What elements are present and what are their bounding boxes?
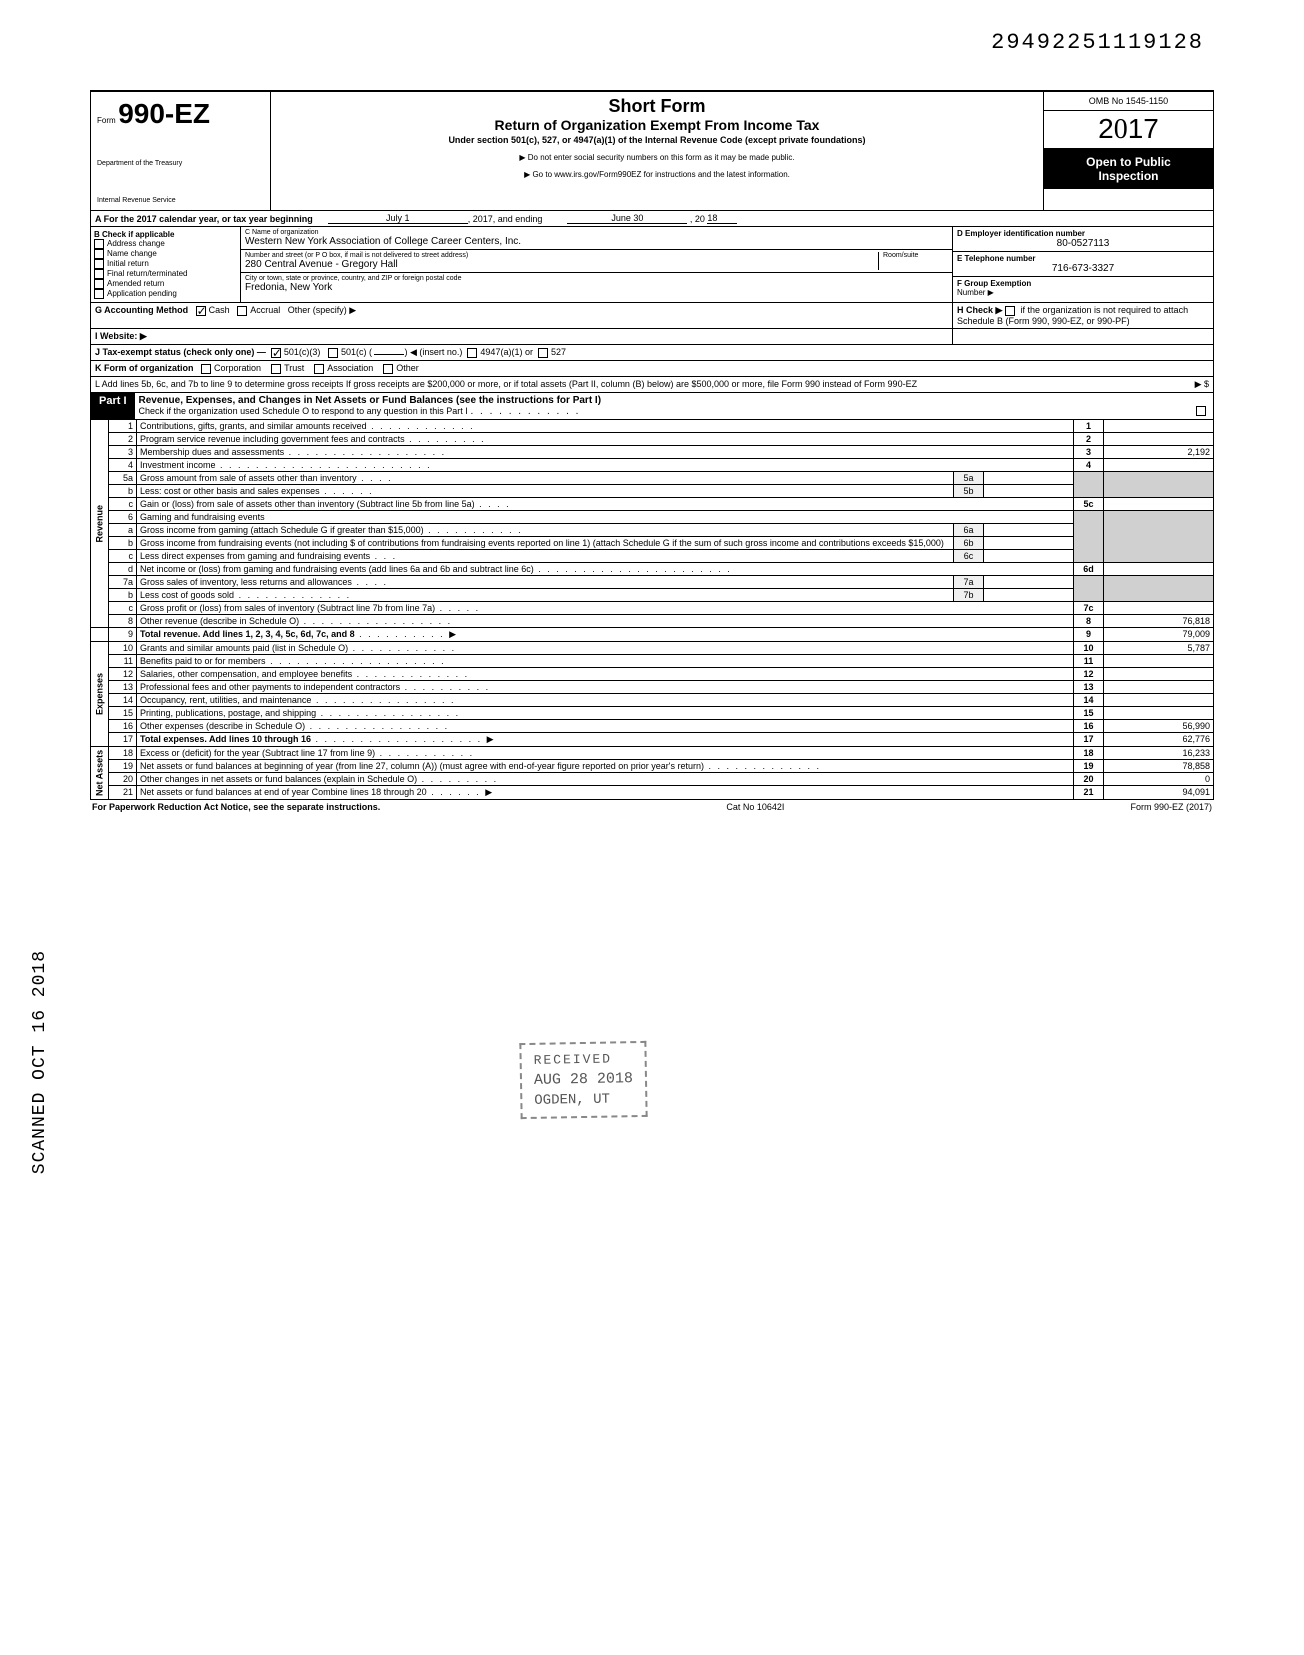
form-number: 990-EZ <box>118 98 210 129</box>
f-label: F Group Exemption <box>957 279 1031 288</box>
phone: 716-673-3327 <box>957 263 1209 274</box>
chk-other[interactable] <box>383 364 393 374</box>
chk-part1-o[interactable] <box>1196 406 1206 416</box>
title-short: Short Form <box>279 96 1035 117</box>
chk-4947[interactable] <box>467 348 477 358</box>
side-revenue: Revenue <box>91 420 109 628</box>
title-arrow1: ▶ Do not enter social security numbers o… <box>279 153 1035 162</box>
dept2: Internal Revenue Service <box>97 197 264 204</box>
footer: For Paperwork Reduction Act Notice, see … <box>90 802 1214 812</box>
chk-pending[interactable] <box>94 289 104 299</box>
row-i: I Website: ▶ <box>90 329 1214 345</box>
part1-header: Part I Revenue, Expenses, and Changes in… <box>90 393 1214 420</box>
f-label2: Number ▶ <box>957 288 994 297</box>
ein: 80-0527113 <box>957 238 1209 249</box>
chk-name[interactable] <box>94 249 104 259</box>
tax-year: 20201717 <box>1044 111 1213 149</box>
side-netassets: Net Assets <box>91 746 109 799</box>
chk-accrual[interactable] <box>237 306 247 316</box>
omb: OMB No 1545-1150 <box>1044 92 1213 111</box>
row-l: L Add lines 5b, 6c, and 7b to line 9 to … <box>90 377 1214 393</box>
chk-501c[interactable] <box>328 348 338 358</box>
chk-527[interactable] <box>538 348 548 358</box>
open-public: Open to Public <box>1048 155 1209 169</box>
chk-initial[interactable] <box>94 259 104 269</box>
form-prefix: Form <box>97 116 116 125</box>
chk-final[interactable] <box>94 269 104 279</box>
chk-h[interactable] <box>1005 306 1015 316</box>
title-arrow2: ▶ Go to www.irs.gov/Form990EZ for instru… <box>279 170 1035 179</box>
d-label: D Employer identification number <box>957 229 1085 238</box>
chk-corp[interactable] <box>201 364 211 374</box>
c-city-label: City or town, state or province, country… <box>245 275 948 282</box>
dln: 29492251119128 <box>991 30 1204 55</box>
chk-cash[interactable] <box>196 306 206 316</box>
dept1: Department of the Treasury <box>97 160 264 167</box>
inspection: Inspection <box>1048 169 1209 183</box>
b-label: B Check if applicable <box>94 230 174 239</box>
chk-amended[interactable] <box>94 279 104 289</box>
org-addr: 280 Central Avenue - Gregory Hall <box>245 259 878 270</box>
received-stamp: RECEIVED AUG 28 2018 OGDEN, UT <box>519 1041 647 1119</box>
room-label: Room/suite <box>883 252 948 259</box>
row-g: G Accounting Method Cash Accrual Other (… <box>90 303 1214 329</box>
chk-501c3[interactable] <box>271 348 281 358</box>
c-name-label: C Name of organization <box>245 229 948 236</box>
title-under: Under section 501(c), 527, or 4947(a)(1)… <box>279 135 1035 145</box>
scanned-stamp: SCANNED OCT 16 2018 <box>30 950 50 1174</box>
e-label: E Telephone number <box>957 254 1036 263</box>
row-j: J Tax-exempt status (check only one) — 5… <box>90 345 1214 361</box>
chk-assoc[interactable] <box>314 364 324 374</box>
chk-address[interactable] <box>94 239 104 249</box>
side-expenses: Expenses <box>91 641 109 746</box>
row-a: A For the 2017 calendar year, or tax yea… <box>90 211 1214 227</box>
c-addr-label: Number and street (or P O box, if mail i… <box>245 252 878 259</box>
org-name: Western New York Association of College … <box>245 236 948 247</box>
row-k: K Form of organization Corporation Trust… <box>90 361 1214 377</box>
lines-table: Revenue 1 Contributions, gifts, grants, … <box>90 420 1214 800</box>
section-bce: B Check if applicable Address change Nam… <box>90 227 1214 303</box>
org-city: Fredonia, New York <box>245 282 948 293</box>
title-main: Return of Organization Exempt From Incom… <box>279 117 1035 133</box>
chk-trust[interactable] <box>271 364 281 374</box>
form-header: Form 990-EZ Department of the Treasury I… <box>90 90 1214 211</box>
